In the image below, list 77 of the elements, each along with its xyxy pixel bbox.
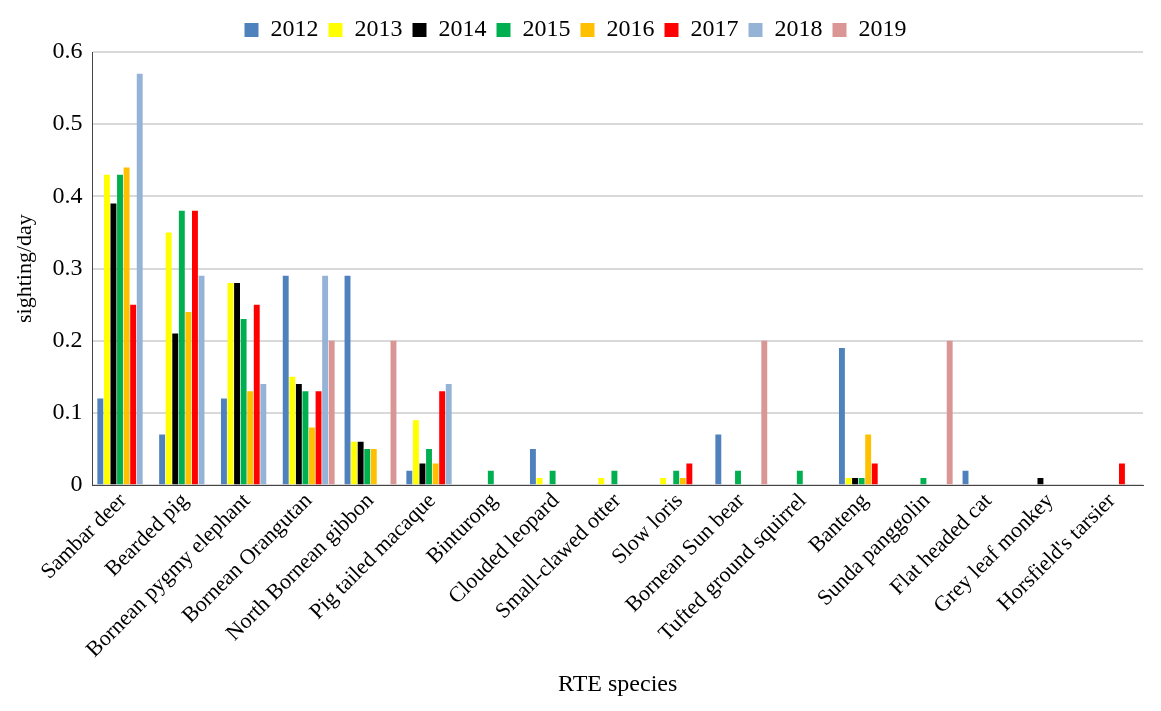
bar xyxy=(412,420,419,485)
bar xyxy=(487,470,494,485)
bar xyxy=(549,470,556,485)
bar xyxy=(130,304,137,485)
bar xyxy=(123,167,130,485)
bar xyxy=(796,470,803,485)
legend-label: 2012 xyxy=(270,15,319,42)
bar xyxy=(946,340,953,485)
legend-label: 2018 xyxy=(774,15,823,42)
bar xyxy=(282,275,289,485)
bar xyxy=(598,477,605,485)
bar xyxy=(686,463,693,485)
bar xyxy=(679,477,686,485)
bar xyxy=(165,232,172,485)
y-tick-label: 0.6 xyxy=(52,37,83,64)
y-tick-label: 0.5 xyxy=(52,109,83,136)
bar xyxy=(715,434,722,485)
bar xyxy=(865,434,872,485)
y-tick-label: 0.3 xyxy=(52,253,83,280)
bar xyxy=(328,340,335,485)
bar xyxy=(852,477,859,485)
legend-label: 2013 xyxy=(354,15,403,42)
legend-label: 2015 xyxy=(522,15,571,42)
bar xyxy=(871,463,878,485)
legend-label: 2019 xyxy=(858,15,907,42)
legend-label: 2014 xyxy=(438,15,487,42)
bar xyxy=(192,210,198,485)
bar xyxy=(309,427,315,485)
bar xyxy=(426,449,432,485)
bar xyxy=(1118,463,1125,485)
bar xyxy=(529,449,536,485)
bar xyxy=(136,73,143,485)
bar xyxy=(351,441,358,485)
bar xyxy=(673,470,680,485)
bar xyxy=(178,210,185,485)
legend-label: 2017 xyxy=(690,15,739,42)
bar xyxy=(357,441,364,485)
bar xyxy=(858,477,865,485)
bar xyxy=(220,398,227,485)
bar xyxy=(920,477,927,485)
bar xyxy=(611,470,618,485)
bar xyxy=(253,304,260,485)
bar xyxy=(172,333,179,485)
bar xyxy=(419,463,426,485)
y-tick-label: 0.4 xyxy=(52,181,83,208)
bar xyxy=(234,283,241,485)
bar xyxy=(295,384,302,485)
bar xyxy=(445,384,452,485)
bar xyxy=(370,449,377,485)
bar xyxy=(660,477,667,485)
bar xyxy=(110,203,117,485)
y-tick-label: 0.1 xyxy=(52,398,83,425)
x-axis-title: RTE species xyxy=(558,669,678,696)
y-axis-title: sighting/day xyxy=(10,214,36,323)
bar xyxy=(185,311,192,485)
bar xyxy=(439,391,446,485)
bar xyxy=(117,174,123,485)
y-tick-label: 0 xyxy=(70,470,83,497)
bar xyxy=(838,347,845,485)
bar xyxy=(761,340,768,485)
bar xyxy=(406,470,413,485)
bar xyxy=(159,434,166,485)
bar xyxy=(364,449,371,485)
bar xyxy=(315,391,322,485)
bar xyxy=(260,384,267,485)
bar xyxy=(97,398,104,485)
bar xyxy=(302,391,309,485)
bar xyxy=(103,174,110,485)
bar xyxy=(247,391,254,485)
bar xyxy=(289,376,296,485)
bar xyxy=(322,275,329,485)
bar xyxy=(1037,477,1044,485)
bar xyxy=(240,319,247,485)
bar xyxy=(735,470,741,485)
bar xyxy=(432,463,439,485)
y-tick-label: 0.2 xyxy=(52,326,83,353)
legend-label: 2016 xyxy=(606,15,655,42)
